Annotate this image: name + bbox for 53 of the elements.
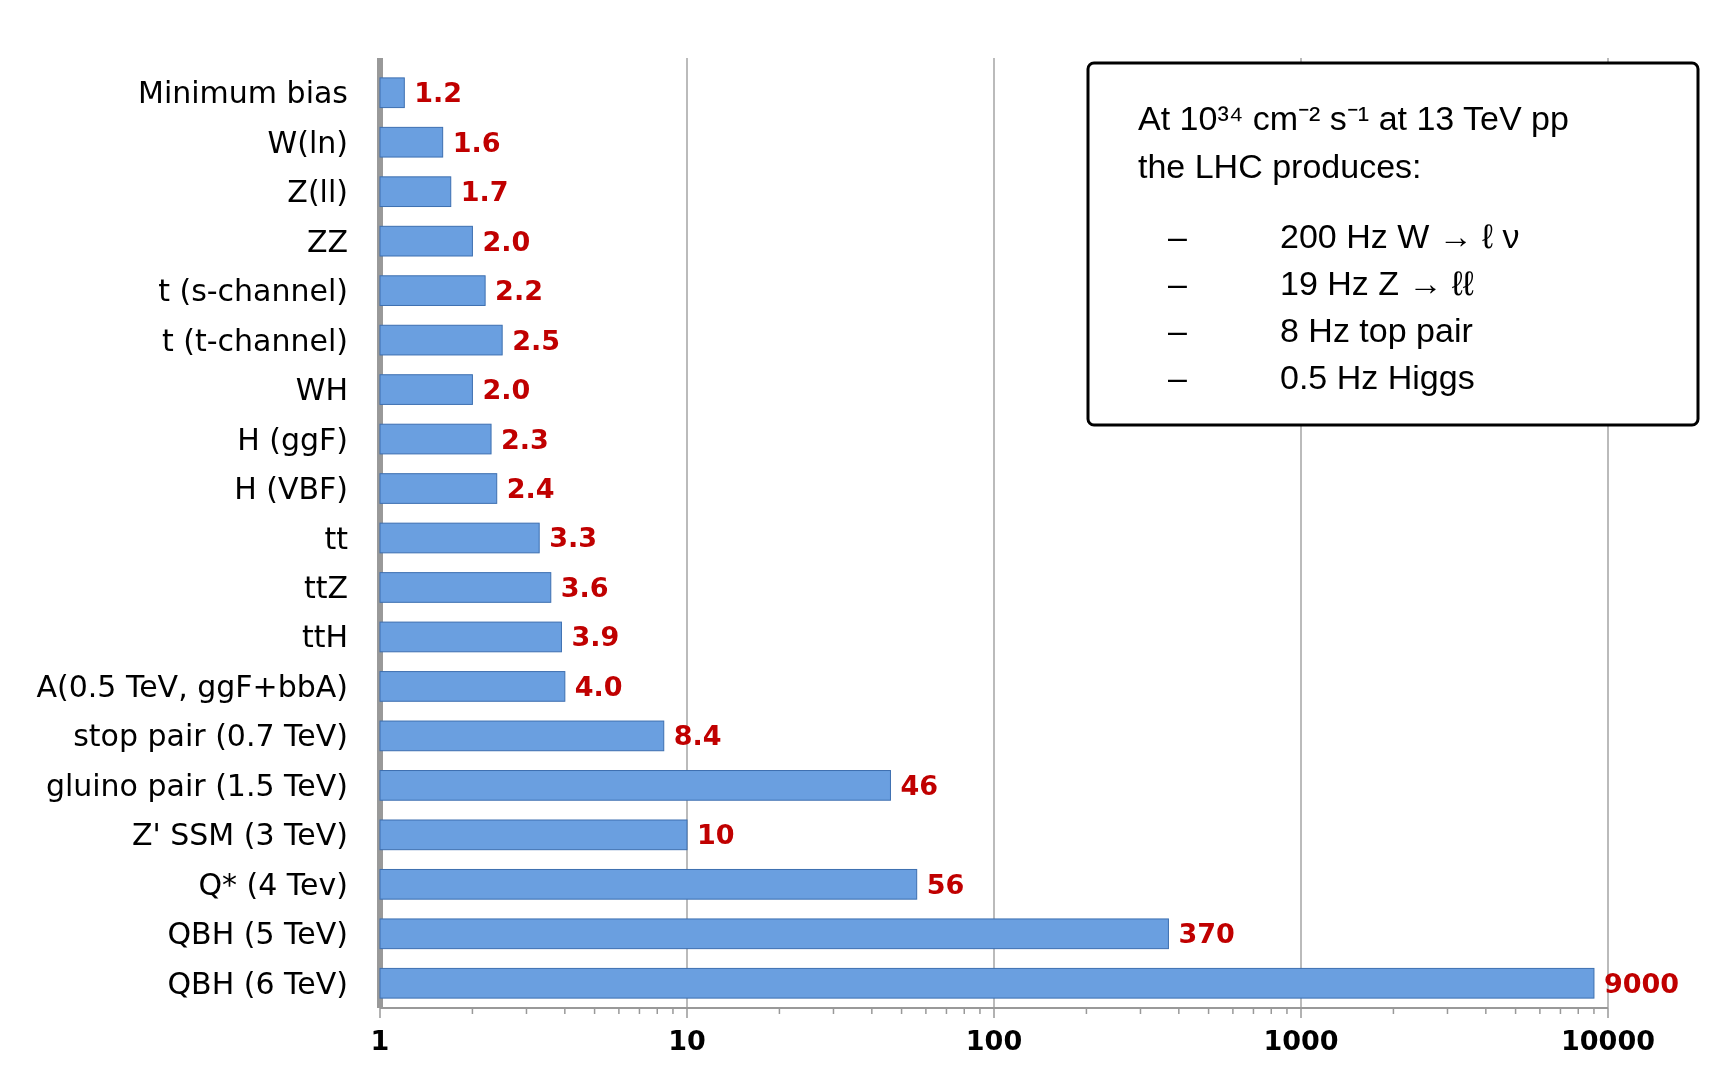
x-tick-label: 10000 <box>1561 1025 1655 1056</box>
data-label: 2.5 <box>512 324 561 356</box>
y-tick-label: W(ln) <box>267 124 348 160</box>
y-tick-label: A(0.5 TeV, ggF+bbA) <box>36 668 348 704</box>
data-label: 1.7 <box>460 176 509 208</box>
data-label: 8.4 <box>673 720 722 752</box>
x-tick-label: 100 <box>965 1025 1023 1056</box>
x-tick-label: 10 <box>668 1025 706 1056</box>
annotation: 200 Hz W → ℓ ν <box>1280 217 1520 255</box>
y-tick-label: t (t-channel) <box>161 322 348 358</box>
y-tick-label: ttH <box>301 619 348 655</box>
y-tick-label: stop pair (0.7 TeV) <box>73 718 348 754</box>
y-tick-label: Q* (4 Tev) <box>198 866 348 902</box>
annotation: 19 Hz Z → ℓℓ <box>1280 264 1474 302</box>
data-label: 2.4 <box>506 472 555 504</box>
data-label: 56 <box>926 868 965 900</box>
data-label: 2.0 <box>482 225 531 257</box>
y-tick-label: Z' SSM (3 TeV) <box>131 817 348 853</box>
data-label: 1.6 <box>452 126 501 158</box>
data-label: 9000 <box>1603 967 1680 999</box>
annotation: – <box>1168 217 1187 255</box>
annotation: – <box>1168 358 1187 396</box>
y-tick-label: QBH (5 TeV) <box>167 916 348 952</box>
annotation: At 10³⁴ cm⁻² s⁻¹ at 13 TeV pp <box>1138 99 1569 137</box>
data-label: 2.0 <box>482 374 531 406</box>
data-label: 2.3 <box>501 423 549 455</box>
data-label: 370 <box>1178 918 1235 950</box>
y-tick-label: QBH (6 TeV) <box>167 965 348 1001</box>
data-label: 46 <box>900 769 939 801</box>
data-label: 3.6 <box>560 571 609 603</box>
annotation: – <box>1168 311 1187 349</box>
y-tick-label: tt <box>324 520 349 556</box>
y-tick-label: ttZ <box>303 569 348 605</box>
data-label: 3.3 <box>549 522 598 554</box>
y-tick-label: gluino pair (1.5 TeV) <box>45 767 348 803</box>
data-label: 2.2 <box>495 275 543 307</box>
data-label: 4.0 <box>574 670 623 702</box>
y-tick-label: Minimum bias <box>138 75 348 111</box>
y-tick-label: H (ggF) <box>237 421 348 457</box>
y-tick-label: WH <box>295 372 348 408</box>
data-label: 1.2 <box>414 77 463 109</box>
y-tick-label: Z(ll) <box>287 174 348 210</box>
annotation: 8 Hz top pair <box>1280 311 1473 349</box>
y-tick-label: t (s-channel) <box>158 273 348 309</box>
annotation: – <box>1168 264 1187 302</box>
annotation: the LHC produces: <box>1138 147 1422 185</box>
y-tick-label: H (VBF) <box>234 471 348 507</box>
x-tick-label: 1 <box>370 1025 390 1056</box>
annotation: 0.5 Hz Higgs <box>1280 358 1475 396</box>
x-tick-label: 1000 <box>1263 1025 1339 1056</box>
data-label: 10 <box>697 819 735 851</box>
y-tick-label: ZZ <box>306 223 348 259</box>
data-label: 3.9 <box>571 621 620 653</box>
